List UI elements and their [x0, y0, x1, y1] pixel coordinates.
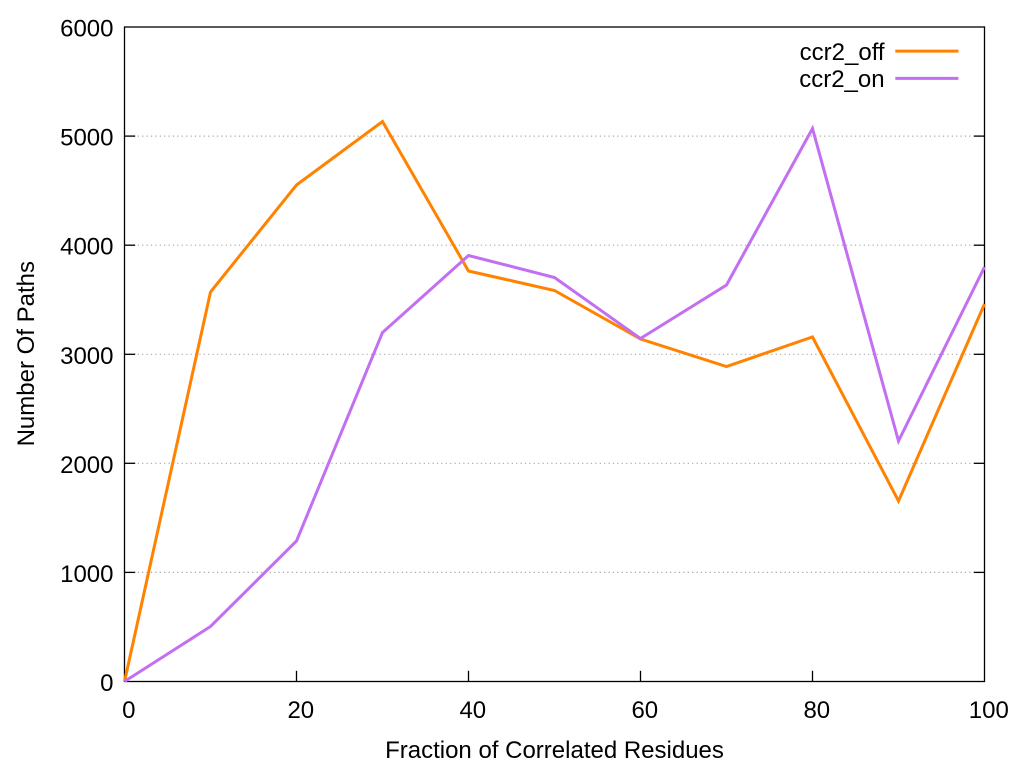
svg-text:Fraction of Correlated Residue: Fraction of Correlated Residues [385, 737, 724, 764]
svg-text:0: 0 [122, 697, 135, 724]
svg-text:0: 0 [100, 670, 113, 697]
svg-text:3000: 3000 [60, 343, 113, 370]
svg-text:4000: 4000 [60, 234, 113, 261]
svg-text:60: 60 [631, 697, 658, 724]
svg-text:ccr2_on: ccr2_on [799, 66, 884, 93]
svg-text:40: 40 [459, 697, 486, 724]
svg-text:ccr2_off: ccr2_off [800, 39, 885, 66]
svg-text:1000: 1000 [60, 561, 113, 588]
svg-text:80: 80 [803, 697, 830, 724]
svg-text:Number Of Paths: Number Of Paths [13, 261, 40, 446]
svg-text:100: 100 [969, 697, 1009, 724]
svg-text:20: 20 [287, 697, 314, 724]
svg-text:2000: 2000 [60, 452, 113, 479]
svg-text:5000: 5000 [60, 125, 113, 152]
svg-text:6000: 6000 [60, 16, 113, 43]
